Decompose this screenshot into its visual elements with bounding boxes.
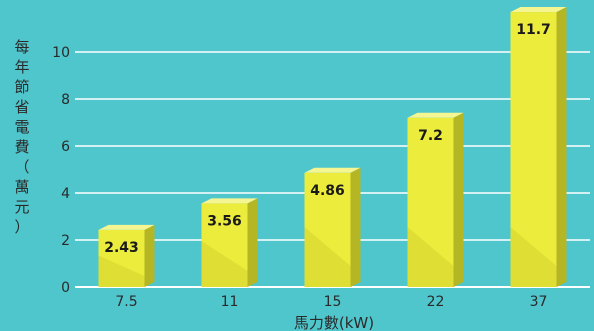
x-tick-label: 11 [221,294,239,310]
bar-top [304,167,361,173]
y-axis-title-char: 電 [14,118,29,136]
bar-top [201,198,258,204]
y-axis-title-char: ） [14,218,29,236]
y-axis-title-char: 節 [14,78,29,96]
y-axis-title-char: 萬 [14,178,29,196]
x-tick-label: 22 [427,294,445,310]
bar-top [98,224,155,230]
y-axis-title-char: 省 [14,98,29,116]
bar [510,7,567,288]
y-axis-title-char: 費 [14,138,29,156]
bar [304,167,361,287]
y-axis-title-char: 每 [14,38,29,56]
y-tick-label: 6 [61,139,70,155]
data-label: 4.86 [310,183,345,199]
y-tick-label: 10 [52,45,70,61]
bar-shade [201,240,248,287]
data-label: 2.43 [104,240,139,256]
data-label: 3.56 [207,213,242,229]
x-tick-label: 37 [530,294,548,310]
y-axis-title: 每年節省電費 （ 萬元 ） [14,38,29,236]
y-tick-label: 2 [61,233,70,249]
y-axis-title-char: （ [14,158,29,176]
bar [407,112,464,287]
bar-side [144,224,155,287]
x-tick-label: 15 [324,294,342,310]
bar [201,198,258,287]
bar-side [453,112,464,287]
bar-top [510,7,567,13]
x-axis-title: 馬力數(kW) [294,314,374,331]
bar-side [247,198,258,287]
y-tick-label: 0 [61,280,70,296]
bar-shade [304,227,351,287]
bar-shade [510,227,557,287]
bar-side [350,167,361,287]
y-axis-title-char: 元 [14,198,29,216]
bar-side [556,7,567,288]
y-tick-label: 8 [61,92,70,108]
bar-shade [407,227,454,287]
data-label: 11.7 [516,22,551,38]
bar-shade [98,255,145,287]
bar-top [407,112,464,118]
bar [98,224,155,287]
y-tick-label: 4 [61,186,70,202]
x-tick-label: 7.5 [115,294,137,310]
y-axis-title-char: 年 [14,58,29,76]
data-label: 7.2 [418,128,443,144]
